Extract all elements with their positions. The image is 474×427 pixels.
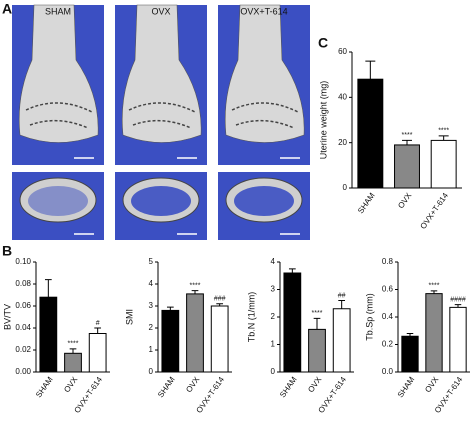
bar [308, 328, 326, 373]
y-tick-label: 0.06 [15, 301, 31, 310]
error-bar [406, 333, 414, 337]
y-axis-label: Tb.Sp (mm) [364, 293, 374, 341]
y-tick-label: 0.4 [382, 312, 394, 321]
bar [161, 309, 180, 373]
panel-label: A [2, 1, 12, 17]
panel-label: C [318, 35, 328, 51]
bone [18, 4, 99, 143]
x-tick-label: OVX [306, 375, 323, 395]
error-bar [338, 300, 346, 309]
significance: **** [438, 128, 449, 135]
x-tick-label: SHAM [396, 375, 417, 399]
y-tick-label: 5 [149, 257, 154, 266]
bar [64, 352, 82, 373]
significance: # [96, 320, 100, 327]
x-tick-label: OVX [423, 375, 440, 395]
bar [186, 293, 204, 373]
y-tick-label: 0.00 [15, 367, 31, 376]
marrow [28, 186, 88, 216]
significance: **** [190, 282, 201, 289]
significance: #### [450, 296, 466, 303]
x-tick-label: OVX [184, 375, 201, 395]
x-tick-label: SHAM [156, 375, 177, 399]
y-tick-label: 60 [338, 47, 347, 56]
error-bar [430, 290, 438, 294]
image-label: SHAM [45, 6, 71, 16]
bar [394, 144, 420, 189]
y-tick-label: 1 [271, 340, 276, 349]
y-tick-label: 0.10 [15, 257, 31, 266]
bar [332, 308, 351, 373]
error-bar [69, 348, 77, 354]
micro-ct-images: SHAM OVX OVX+T-614 [12, 4, 310, 240]
error-bar [44, 279, 52, 298]
error-bar [166, 306, 174, 311]
image-label: OVX [151, 6, 170, 16]
bar [283, 272, 302, 373]
significance: **** [429, 283, 440, 290]
x-tick-label: SHAM [34, 375, 55, 399]
y-tick-label: 4 [149, 279, 154, 288]
error-bar [288, 268, 296, 273]
y-tick-label: 4 [271, 257, 276, 266]
y-axis-label: Tb.N (1/mm) [246, 292, 256, 343]
trabecular [231, 102, 299, 129]
bar [430, 139, 457, 189]
x-tick-label: SHAM [278, 375, 299, 399]
y-tick-label: 0.04 [15, 323, 31, 332]
y-tick-label: 40 [338, 92, 347, 101]
y-tick-label: 0.8 [382, 257, 394, 266]
y-tick-label: 2 [271, 312, 276, 321]
error-bar [402, 139, 412, 145]
y-tick-label: 20 [338, 138, 347, 147]
significance: **** [312, 310, 323, 317]
y-tick-label: 0.2 [382, 340, 394, 349]
x-tick-label: OVX [62, 375, 79, 395]
error-bar [438, 135, 449, 141]
significance: **** [68, 341, 79, 348]
error-bar [454, 304, 462, 308]
bar [88, 333, 107, 373]
y-tick-label: 0 [271, 367, 276, 376]
y-tick-label: 3 [149, 301, 154, 310]
x-tick-label: OVX [396, 191, 413, 211]
y-tick-label: 0.6 [382, 285, 394, 294]
trabecular [25, 102, 93, 129]
y-tick-label: 0 [343, 183, 348, 192]
trabecular [128, 102, 196, 129]
bar [210, 305, 229, 373]
error-bar [94, 327, 102, 334]
error-bar [365, 60, 376, 80]
bar [401, 335, 419, 373]
x-tick-label: SHAM [356, 191, 377, 215]
significance: ### [214, 296, 226, 303]
significance: **** [402, 132, 413, 139]
y-tick-label: 2 [149, 323, 154, 332]
error-bar [313, 317, 321, 330]
y-tick-label: 0.0 [382, 367, 394, 376]
y-axis-label: Uterine weight (mg) [318, 81, 328, 160]
x-tick-label: OVX+T-614 [419, 191, 451, 231]
error-bar [216, 303, 224, 306]
bar [425, 293, 443, 373]
bar [39, 296, 58, 373]
y-tick-label: 3 [271, 285, 276, 294]
significance: ## [338, 292, 346, 299]
bone [224, 4, 305, 143]
bone [121, 4, 202, 143]
panel-label: B [2, 243, 12, 259]
error-bar [191, 290, 199, 294]
y-axis-label: SMI [124, 309, 134, 325]
image-label: OVX+T-614 [240, 6, 287, 16]
y-tick-label: 0 [149, 367, 154, 376]
y-tick-label: 1 [149, 345, 154, 354]
y-tick-label: 0.02 [15, 345, 31, 354]
y-tick-label: 0.08 [15, 279, 31, 288]
bar [449, 306, 467, 373]
bar [357, 78, 384, 189]
marrow [131, 186, 191, 216]
y-axis-label: BV/TV [2, 304, 12, 330]
marrow [234, 186, 294, 216]
